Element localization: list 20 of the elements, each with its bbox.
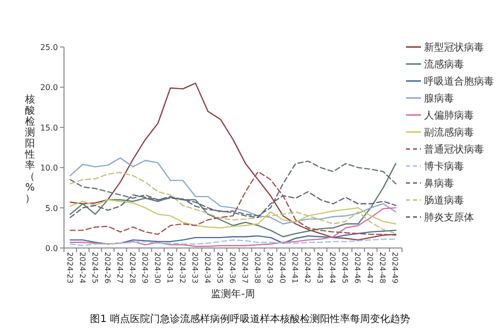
- y-tick-label: 0.0: [45, 244, 58, 253]
- legend-label: 副流感病毒: [424, 126, 474, 138]
- legend-label: 人偏肺病毒: [424, 110, 474, 122]
- legend-label: 流感病毒: [424, 58, 464, 70]
- x-axis-title: 监测年-周: [211, 288, 255, 300]
- y-tick-label: 5.0: [45, 204, 58, 213]
- y-tick-label: 25.0: [40, 43, 58, 52]
- y-tick-label: 10.0: [40, 164, 58, 173]
- legend-label: 鼻病毒: [424, 178, 454, 190]
- y-tick-label: 20.0: [40, 83, 58, 92]
- caption: 图1 哨点医院门急诊流感样病例呼吸道样本核酸检测阳性率每周变化趋势: [90, 313, 410, 325]
- legend-label: 肺炎支原体: [424, 212, 474, 224]
- legend-label: 新型冠状病毒: [424, 42, 484, 54]
- ylabel: 核酸检测阳性率（%）: [25, 94, 35, 204]
- legend-label: 呼吸道合胞病毒: [424, 76, 494, 88]
- legend-label: 博卡病毒: [424, 160, 464, 172]
- legend-label: 肠道病毒: [424, 194, 464, 206]
- legend-label: 腺病毒: [424, 92, 454, 104]
- y-tick-label: 15.0: [40, 123, 58, 132]
- legend-label: 普通冠状病毒: [424, 144, 484, 156]
